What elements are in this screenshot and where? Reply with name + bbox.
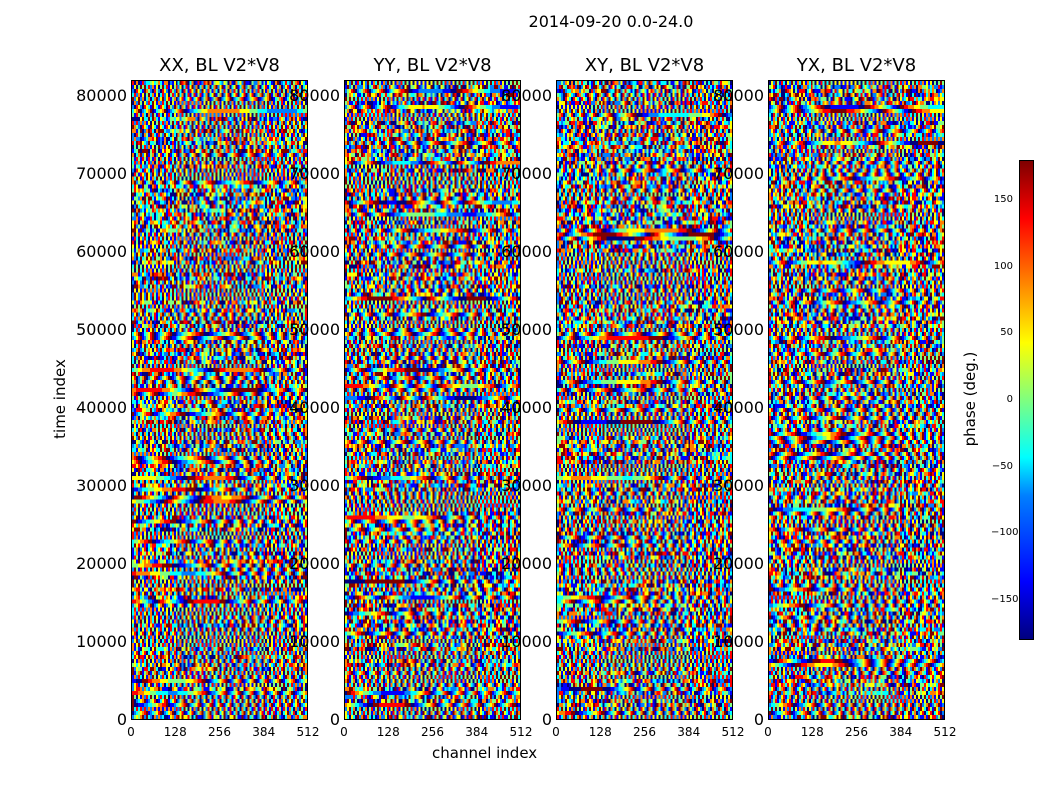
y-tick-label: 10000 <box>501 631 552 651</box>
y-tick-label: 40000 <box>76 397 127 417</box>
x-tick-label: 0 <box>127 725 135 739</box>
y-tick-label: 10000 <box>289 631 340 651</box>
y-tick-label: 30000 <box>713 475 764 495</box>
colorbar-tick-label: 150 <box>993 194 1013 205</box>
x-tick-label: 256 <box>633 725 656 739</box>
y-tick-label: 60000 <box>289 241 340 261</box>
y-tick-label: 60000 <box>501 241 552 261</box>
y-tick-label: 20000 <box>713 553 764 573</box>
y-tick-label: 50000 <box>76 319 127 339</box>
x-tick-label: 0 <box>340 725 348 739</box>
y-tick-label: 20000 <box>501 553 552 573</box>
x-tick-label: 384 <box>889 725 913 739</box>
x-tick-label: 128 <box>163 725 187 739</box>
x-tick-label: 128 <box>376 725 400 739</box>
y-tick-label: 60000 <box>713 241 764 261</box>
y-tick-label: 0 <box>753 710 764 729</box>
y-tick-label: 80000 <box>289 85 340 105</box>
y-tick-label: 0 <box>541 710 552 729</box>
y-tick-label: 10000 <box>76 631 127 651</box>
panel-title: YY, BL V2*V8 <box>373 55 492 76</box>
x-tick-label: 384 <box>465 725 489 739</box>
colorbar <box>1019 160 1034 640</box>
y-tick-label: 30000 <box>501 475 552 495</box>
y-tick-label: 50000 <box>713 319 764 339</box>
colorbar-tick-label: −150 <box>991 594 1019 605</box>
y-tick-label: 20000 <box>76 553 127 573</box>
panel-title: XX, BL V2*V8 <box>159 55 280 76</box>
y-tick-label: 40000 <box>713 397 764 417</box>
colorbar-tick-label: −100 <box>991 527 1019 539</box>
y-tick-label: 20000 <box>289 553 340 573</box>
colorbar-tick-label: 0 <box>1006 394 1013 405</box>
x-tick-label: 256 <box>421 725 444 739</box>
x-tick-label: 512 <box>933 725 957 739</box>
x-axis-label: channel index <box>432 744 538 762</box>
x-tick-label: 512 <box>509 725 533 739</box>
colorbar-label: phase (deg.) <box>961 351 979 447</box>
y-tick-label: 0 <box>116 710 127 729</box>
y-tick-label: 30000 <box>76 475 127 495</box>
y-tick-label: 60000 <box>76 241 127 261</box>
x-tick-label: 384 <box>677 725 701 739</box>
y-tick-label: 0 <box>329 710 340 729</box>
y-tick-label: 30000 <box>289 475 340 495</box>
y-tick-label: 50000 <box>289 319 340 339</box>
x-tick-label: 0 <box>552 725 560 739</box>
x-tick-label: 512 <box>721 725 745 739</box>
x-tick-label: 512 <box>296 725 320 739</box>
x-tick-label: 128 <box>588 725 612 739</box>
y-tick-label: 40000 <box>501 397 552 417</box>
y-tick-label: 40000 <box>289 397 340 417</box>
y-tick-label: 50000 <box>501 319 552 339</box>
y-tick-label: 70000 <box>289 163 340 183</box>
panel-title: XY, BL V2*V8 <box>584 55 705 76</box>
y-tick-label: 70000 <box>76 163 127 183</box>
phase-heatmap <box>556 80 733 720</box>
y-tick-label: 80000 <box>76 85 127 105</box>
y-tick-label: 80000 <box>501 85 552 105</box>
x-tick-label: 128 <box>800 725 824 739</box>
phase-heatmap <box>344 80 521 720</box>
phase-heatmap <box>131 80 308 720</box>
x-tick-label: 256 <box>208 725 231 739</box>
x-tick-label: 256 <box>845 725 868 739</box>
colorbar-tick-label: 50 <box>1000 327 1013 339</box>
y-tick-label: 70000 <box>501 163 552 183</box>
y-tick-label: 80000 <box>713 85 764 105</box>
phase-heatmap <box>768 80 945 720</box>
panel-title: YX, BL V2*V8 <box>796 55 917 76</box>
colorbar-tick-label: 100 <box>993 260 1013 272</box>
x-tick-label: 0 <box>764 725 772 739</box>
figure-title: 2014-09-20 0.0-24.0 <box>528 12 694 31</box>
y-tick-label: 10000 <box>713 631 764 651</box>
colorbar-tick-label: −50 <box>991 460 1013 472</box>
y-axis-label: time index <box>51 359 69 439</box>
y-tick-label: 70000 <box>713 163 764 183</box>
x-tick-label: 384 <box>252 725 276 739</box>
